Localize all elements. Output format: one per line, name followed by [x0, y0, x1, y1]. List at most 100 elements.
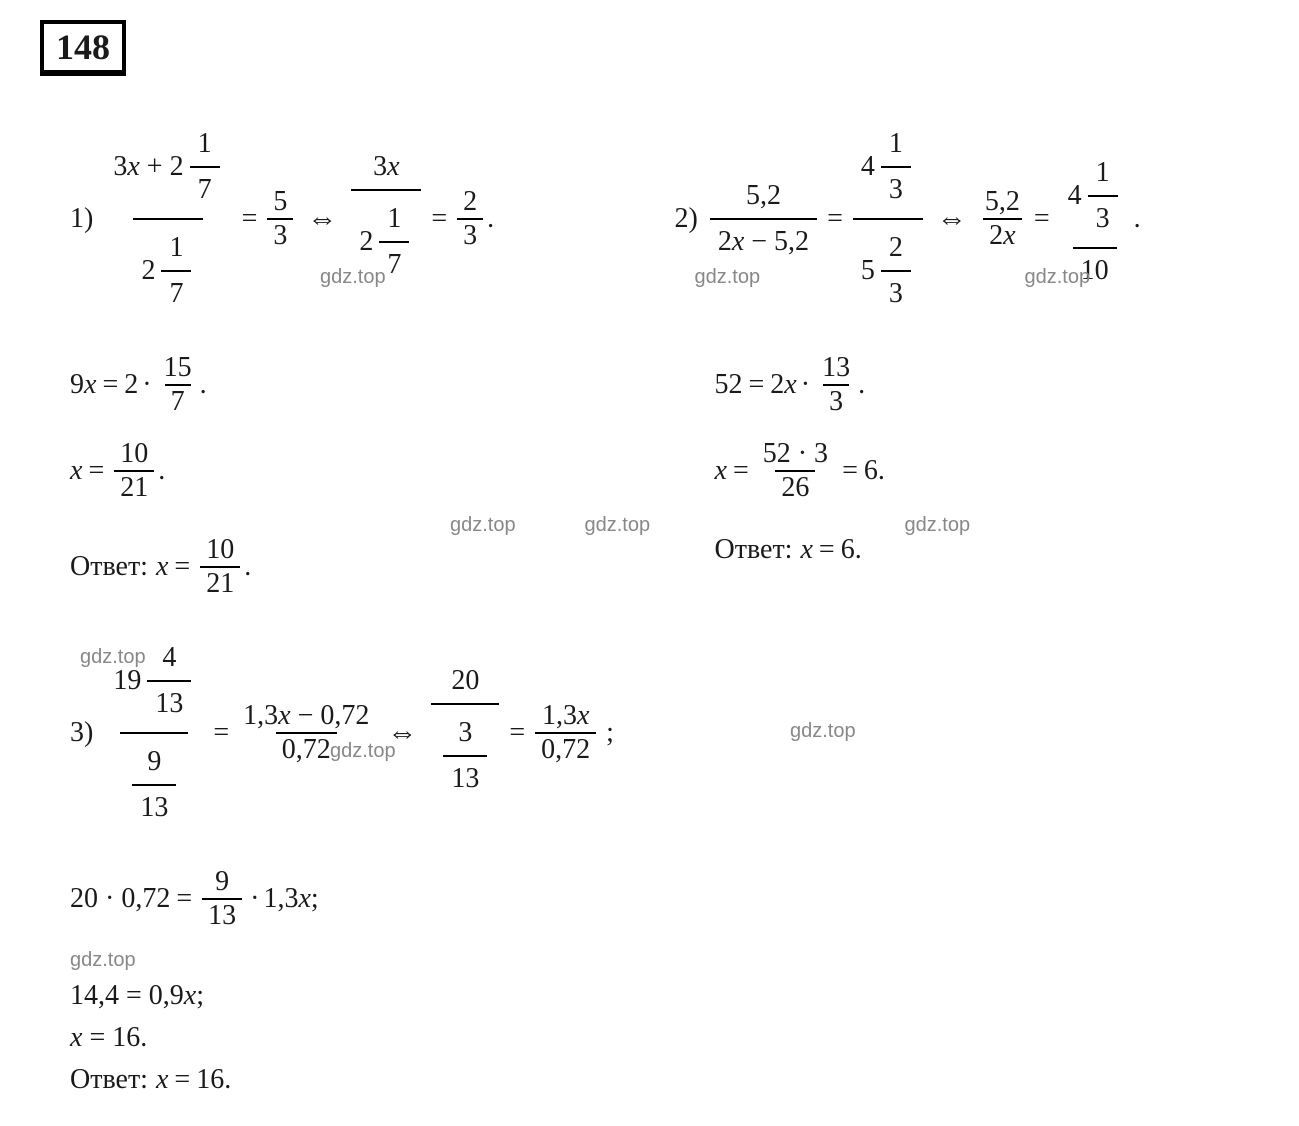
p2-rhs1: 413 523: [853, 116, 923, 322]
p1-step2-l: 9x: [70, 369, 96, 401]
p3-lhs-den-f: 913: [132, 740, 176, 830]
p1-num: 1): [70, 203, 93, 235]
p1-s2-d: 7: [165, 384, 191, 418]
p3-lhs-num: 19413: [105, 630, 203, 732]
p3-ans-v: 16: [196, 1064, 224, 1096]
p3-iff: ⇔: [387, 716, 417, 750]
p3-rhs3: 1,3x 0,72: [535, 700, 596, 766]
p2-s3-n: 52 · 3: [759, 438, 832, 470]
wm7: gdz.top: [70, 949, 136, 971]
p2-rhs1-den: 523: [853, 218, 923, 322]
p3-s2-n: 9: [211, 866, 233, 898]
p1-m3-n: 1: [379, 197, 409, 241]
p2-step3-res: 6: [864, 455, 878, 487]
p1-eq5: =: [174, 551, 190, 583]
p3-line2: 20 · 0,72 = 9 13 · 1,3x ;: [70, 866, 1259, 932]
p2-eq2: =: [1034, 203, 1050, 235]
p3-rhs2-df: 313: [443, 711, 487, 801]
p3-lhs-den: 913: [120, 732, 188, 836]
p1-m3-d: 7: [379, 241, 409, 287]
p2-m2-d: 3: [881, 270, 911, 316]
p1-m1-f: 17: [190, 122, 220, 212]
p3-answer: Ответ: x = 16 .: [70, 1064, 1259, 1096]
p2-m3-f: 13: [1088, 151, 1118, 241]
p1-step2-f: 15 7: [160, 352, 196, 418]
p1-m3-f: 17: [379, 197, 409, 287]
p3-semi2: ;: [311, 883, 319, 915]
p1-s2-n: 15: [160, 352, 196, 384]
p1-answer: Ответ: x = 10 21 . gdz.top: [70, 534, 625, 600]
p3-num: 3): [70, 717, 93, 749]
p2-eq1: =: [827, 203, 843, 235]
problem-1: 1) 3x + 217 217 = 5 3 ⇔ 3x: [40, 106, 625, 610]
p1-m1-n: 1: [190, 122, 220, 166]
p3-ans-label: Ответ:: [70, 1064, 148, 1096]
p3-step2-tail: 1,3x: [263, 883, 310, 915]
p2-m1-f: 13: [881, 122, 911, 212]
p3-step3: 14,4 = 0,9x: [70, 980, 196, 1012]
p3-m1-d: 13: [147, 680, 191, 726]
p3-r2d-n: 3: [450, 711, 480, 755]
p2-period2: .: [858, 369, 865, 401]
p3-semi: ;: [606, 717, 614, 749]
p2-eq5: =: [842, 455, 858, 487]
p1-line1: 1) 3x + 217 217 = 5 3 ⇔ 3x: [70, 116, 625, 322]
p2-rhs2-n: 5,2: [981, 186, 1024, 218]
p2-rhs1-num: 413: [853, 116, 923, 218]
p3-period1: .: [140, 1022, 147, 1054]
p1-step3-l: x: [70, 455, 82, 487]
p1-rhs2-den: 217: [351, 189, 421, 293]
p3-rhs1: 1,3x − 0,72 0,72: [239, 700, 373, 766]
p1-ans-d: 21: [200, 566, 240, 600]
p2-lhs: 5,2 2x − 5,2: [710, 174, 817, 264]
p2-m1-w: 4: [861, 151, 875, 183]
p1-step3-f: 10 21: [114, 438, 154, 504]
p2-m2-w: 5: [861, 255, 875, 287]
p3-eq4: =: [174, 1064, 190, 1096]
p3-eq2: =: [509, 717, 525, 749]
p1-rhs2: 3x 217: [351, 145, 421, 293]
p3-rhs2-n: 20: [443, 659, 487, 703]
p1-mixed1: 217: [170, 122, 224, 212]
content-area: 1) 3x + 217 217 = 5 3 ⇔ 3x: [40, 106, 1259, 1096]
p3-m1-n: 4: [154, 636, 184, 680]
p1-rhs1-n: 5: [269, 186, 291, 218]
p2-m1-d: 3: [881, 166, 911, 212]
p2-m2: 523: [861, 226, 915, 316]
p2-lhs-num: 5,2: [738, 174, 789, 218]
p1-ans-f: 10 21: [200, 534, 240, 600]
p2-step2-l: 52: [715, 369, 743, 401]
p1-rhs3-n: 2: [459, 186, 481, 218]
p2-m3-d: 3: [1088, 195, 1118, 241]
p1-rhs3: 2 3: [457, 186, 483, 252]
p2-line3: x = 52 · 3 26 = 6 .: [715, 438, 1260, 504]
p1-s3-n: 10: [116, 438, 152, 470]
p1-iff: ⇔: [307, 202, 337, 236]
p3-eq3: =: [176, 883, 192, 915]
p1-ans-n: 10: [202, 534, 238, 566]
p1-period4: .: [244, 551, 251, 583]
p1-lhs-frac: 3x + 217 217: [105, 116, 231, 322]
p3-eq1: =: [213, 717, 229, 749]
p2-step3-l: x: [715, 455, 727, 487]
p2-line2: 52 = 2x · 13 3 .: [715, 352, 1260, 418]
p2-m1: 413: [861, 122, 915, 212]
p3-rhs3-d: 0,72: [535, 732, 596, 766]
p2-ans-label: Ответ:: [715, 534, 793, 566]
p2-period3: .: [878, 455, 885, 487]
p1-eq1: =: [242, 203, 258, 235]
p1-m1-d: 7: [190, 166, 220, 212]
p2-ans-v: 6: [841, 534, 855, 566]
p2-m2-f: 23: [881, 226, 911, 316]
p2-eq6: =: [819, 534, 835, 566]
p1-mixed2: 217: [141, 226, 195, 316]
p3-line1: 3) 19413 913 = 1,3x − 0,72 0,72 ⇔ 20 313: [70, 630, 1259, 836]
p2-s2-d: 3: [823, 384, 849, 418]
p3-ld-n: 9: [139, 740, 169, 784]
p1-eq4: =: [88, 455, 104, 487]
p3-ld-d: 13: [132, 784, 176, 830]
p2-m3-w: 4: [1068, 180, 1082, 212]
p2-rhs3-num: 413: [1060, 145, 1130, 247]
wm2: gdz.top: [450, 514, 516, 537]
p1-lhs-num: 3x + 217: [105, 116, 231, 218]
